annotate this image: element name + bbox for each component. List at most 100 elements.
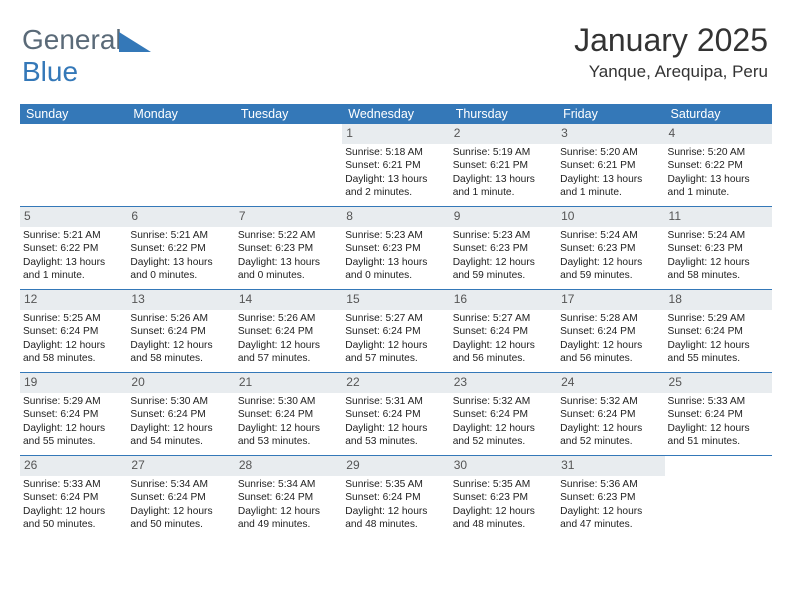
day-number: 16 [450, 290, 557, 310]
daylight-text: Daylight: 13 hours and 2 minutes. [345, 173, 446, 200]
sunset-text: Sunset: 6:24 PM [238, 491, 339, 504]
daylight-text: Daylight: 12 hours and 54 minutes. [130, 422, 231, 449]
page-title: January 2025 [574, 22, 768, 59]
daylight-text: Daylight: 12 hours and 58 minutes. [23, 339, 124, 366]
day-number: 26 [20, 456, 127, 476]
daylight-text: Daylight: 12 hours and 59 minutes. [453, 256, 554, 283]
sunrise-text: Sunrise: 5:26 AM [130, 312, 231, 325]
sunrise-text: Sunrise: 5:19 AM [453, 146, 554, 159]
calendar-day: 21Sunrise: 5:30 AMSunset: 6:24 PMDayligh… [235, 373, 342, 455]
sunset-text: Sunset: 6:21 PM [345, 159, 446, 172]
daylight-text: Daylight: 12 hours and 48 minutes. [453, 505, 554, 532]
calendar-day: 18 Sunrise: 5:29 AMSunset: 6:24 PMDayligh… [665, 290, 772, 372]
location-subtitle: Yanque, Arequipa, Peru [589, 62, 768, 82]
calendar-day: 16Sunrise: 5:27 AMSunset: 6:24 PMDayligh… [450, 290, 557, 372]
sunrise-text: Sunrise: 5:29 AM [668, 312, 769, 325]
calendar-day: 25Sunrise: 5:33 AMSunset: 6:24 PMDayligh… [665, 373, 772, 455]
sunset-text: Sunset: 6:24 PM [668, 325, 769, 338]
sunrise-text: Sunrise: 5:20 AM [668, 146, 769, 159]
day-number: 11 [665, 207, 772, 227]
day-number: 14 [235, 290, 342, 310]
logo-text-1: General [22, 24, 122, 55]
sunset-text: Sunset: 6:22 PM [23, 242, 124, 255]
sunrise-text: Sunrise: 5:30 AM [238, 395, 339, 408]
sunrise-text: Sunrise: 5:24 AM [560, 229, 661, 242]
sunrise-text: Sunrise: 5:20 AM [560, 146, 661, 159]
sunrise-text: Sunrise: 5:24 AM [668, 229, 769, 242]
sunset-text: Sunset: 6:23 PM [453, 242, 554, 255]
sunrise-text: Sunrise: 5:34 AM [238, 478, 339, 491]
calendar-day: 9Sunrise: 5:23 AMSunset: 6:23 PMDaylight… [450, 207, 557, 289]
daylight-text: Daylight: 12 hours and 56 minutes. [453, 339, 554, 366]
calendar-day: 2Sunrise: 5:19 AMSunset: 6:21 PMDaylight… [450, 124, 557, 206]
sunset-text: Sunset: 6:24 PM [130, 325, 231, 338]
daylight-text: Daylight: 12 hours and 59 minutes. [560, 256, 661, 283]
calendar-day: 23Sunrise: 5:32 AMSunset: 6:24 PMDayligh… [450, 373, 557, 455]
calendar-day [235, 124, 342, 206]
daylight-text: Daylight: 12 hours and 48 minutes. [345, 505, 446, 532]
sunset-text: Sunset: 6:24 PM [345, 491, 446, 504]
sunset-text: Sunset: 6:24 PM [130, 491, 231, 504]
sunrise-text: Sunrise: 5:23 AM [345, 229, 446, 242]
sunrise-text: Sunrise: 5:27 AM [345, 312, 446, 325]
day-number: 30 [450, 456, 557, 476]
sunset-text: Sunset: 6:24 PM [238, 408, 339, 421]
sunset-text: Sunset: 6:23 PM [668, 242, 769, 255]
daylight-text: Daylight: 13 hours and 1 minute. [23, 256, 124, 283]
calendar-day: 3Sunrise: 5:20 AMSunset: 6:21 PMDaylight… [557, 124, 664, 206]
daylight-text: Daylight: 12 hours and 55 minutes. [23, 422, 124, 449]
sunrise-text: Sunrise: 5:22 AM [238, 229, 339, 242]
daylight-text: Daylight: 12 hours and 56 minutes. [560, 339, 661, 366]
daylight-text: Daylight: 13 hours and 0 minutes. [345, 256, 446, 283]
calendar-day: 26Sunrise: 5:33 AMSunset: 6:24 PMDayligh… [20, 456, 127, 538]
calendar-day: 19Sunrise: 5:29 AMSunset: 6:24 PMDayligh… [20, 373, 127, 455]
day-number: 31 [557, 456, 664, 476]
calendar-day: 11 Sunrise: 5:24 AMSunset: 6:23 PMDayligh… [665, 207, 772, 289]
daylight-text: Daylight: 12 hours and 47 minutes. [560, 505, 661, 532]
sunset-text: Sunset: 6:24 PM [23, 491, 124, 504]
sunrise-text: Sunrise: 5:30 AM [130, 395, 231, 408]
sunset-text: Sunset: 6:23 PM [345, 242, 446, 255]
day-number: 27 [127, 456, 234, 476]
sunset-text: Sunset: 6:22 PM [130, 242, 231, 255]
sunset-text: Sunset: 6:23 PM [238, 242, 339, 255]
daylight-text: Daylight: 13 hours and 1 minute. [668, 173, 769, 200]
logo-text-2: Blue [22, 56, 78, 87]
calendar-day [127, 124, 234, 206]
day-number: 2 [450, 124, 557, 144]
sunset-text: Sunset: 6:23 PM [560, 491, 661, 504]
sunset-text: Sunset: 6:24 PM [238, 325, 339, 338]
sunrise-text: Sunrise: 5:35 AM [345, 478, 446, 491]
daylight-text: Daylight: 12 hours and 55 minutes. [668, 339, 769, 366]
sunset-text: Sunset: 6:23 PM [453, 491, 554, 504]
daylight-text: Daylight: 12 hours and 50 minutes. [23, 505, 124, 532]
calendar-day: 20Sunrise: 5:30 AMSunset: 6:24 PMDayligh… [127, 373, 234, 455]
calendar-day: 12Sunrise: 5:25 AMSunset: 6:24 PMDayligh… [20, 290, 127, 372]
sunrise-text: Sunrise: 5:25 AM [23, 312, 124, 325]
daylight-text: Daylight: 13 hours and 1 minute. [453, 173, 554, 200]
sunset-text: Sunset: 6:22 PM [668, 159, 769, 172]
sunrise-text: Sunrise: 5:27 AM [453, 312, 554, 325]
sunset-text: Sunset: 6:24 PM [23, 408, 124, 421]
calendar-week: 1Sunrise: 5:18 AMSunset: 6:21 PMDaylight… [20, 124, 772, 206]
weekday-header: Tuesday [235, 104, 342, 124]
day-number: 18 [665, 290, 772, 310]
calendar-day: 30Sunrise: 5:35 AMSunset: 6:23 PMDayligh… [450, 456, 557, 538]
calendar-day: 27Sunrise: 5:34 AMSunset: 6:24 PMDayligh… [127, 456, 234, 538]
day-number: 28 [235, 456, 342, 476]
sunrise-text: Sunrise: 5:32 AM [453, 395, 554, 408]
calendar-day: 4Sunrise: 5:20 AMSunset: 6:22 PMDaylight… [665, 124, 772, 206]
daylight-text: Daylight: 12 hours and 58 minutes. [668, 256, 769, 283]
calendar-week: 26Sunrise: 5:33 AMSunset: 6:24 PMDayligh… [20, 455, 772, 538]
calendar-day: 15Sunrise: 5:27 AMSunset: 6:24 PMDayligh… [342, 290, 449, 372]
daylight-text: Daylight: 12 hours and 52 minutes. [453, 422, 554, 449]
sunrise-text: Sunrise: 5:26 AM [238, 312, 339, 325]
calendar-week: 12Sunrise: 5:25 AMSunset: 6:24 PMDayligh… [20, 289, 772, 372]
calendar-day: 28 Sunrise: 5:34 AMSunset: 6:24 PMDayligh… [235, 456, 342, 538]
daylight-text: Daylight: 12 hours and 49 minutes. [238, 505, 339, 532]
sunrise-text: Sunrise: 5:34 AM [130, 478, 231, 491]
day-number: 21 [235, 373, 342, 393]
day-number: 15 [342, 290, 449, 310]
day-number: 9 [450, 207, 557, 227]
sunrise-text: Sunrise: 5:18 AM [345, 146, 446, 159]
